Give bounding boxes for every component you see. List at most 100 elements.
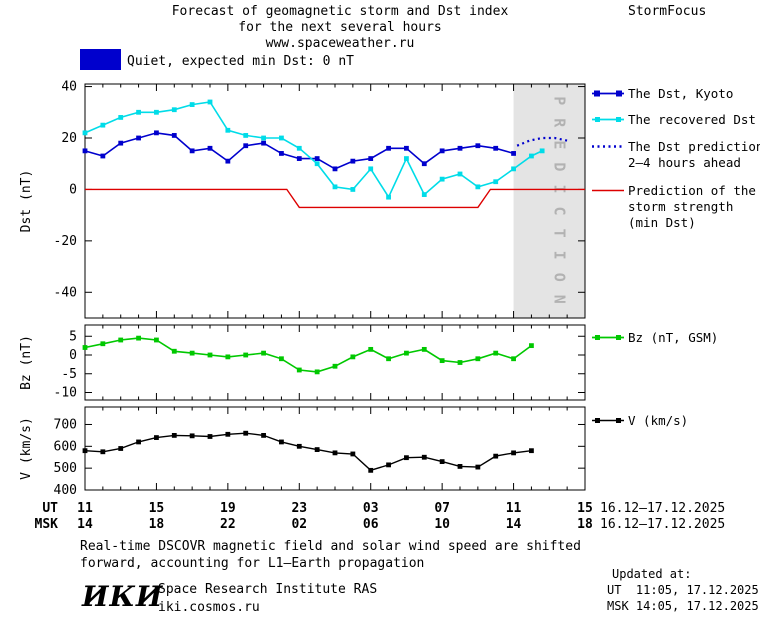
xtick-ut: 11 — [77, 501, 93, 516]
ut-date-range: 16.12–17.12.2025 — [600, 501, 725, 516]
marker-the-recovered-dst — [261, 135, 266, 141]
marker-bz-nt-gsm — [207, 352, 213, 358]
marker-v-km-s — [225, 431, 231, 437]
legend-storm-strength: Prediction of the storm strength (min Ds… — [592, 183, 760, 231]
marker-v-km-s — [296, 443, 302, 449]
legend-recovered-dst: The recovered Dst — [592, 112, 760, 128]
marker-v-km-s — [136, 439, 141, 445]
ytick-label: -40 — [54, 285, 77, 300]
marker-the-recovered-dst — [421, 192, 427, 197]
marker-v-km-s — [475, 464, 481, 470]
marker-the-recovered-dst — [314, 161, 320, 167]
legend-label-line: Prediction of the — [628, 183, 756, 198]
marker-the-recovered-dst — [118, 115, 124, 120]
marker-the-recovered-dst — [511, 166, 516, 172]
marker-bz-nt-gsm — [350, 354, 356, 360]
marker-the-recovered-dst — [100, 122, 106, 128]
xtick-msk: 14 — [506, 517, 522, 532]
marker-the-dst-kyoto — [82, 148, 88, 154]
panel-frame-1 — [84, 324, 586, 401]
iki-logo: ИКИ — [82, 580, 164, 613]
xtick-msk: 14 — [77, 517, 93, 532]
legend-label-line: storm strength — [628, 199, 734, 214]
ytick-label: 400 — [54, 483, 77, 498]
legend-label-line: (min Dst) — [628, 215, 696, 230]
propagation-note-line1: Real-time DSCOVR magnetic field and sola… — [80, 539, 581, 554]
marker-bz-nt-gsm — [82, 345, 88, 350]
marker-the-recovered-dst — [350, 187, 356, 192]
marker-the-recovered-dst — [189, 102, 195, 107]
marker-v-km-s — [511, 450, 516, 456]
marker-bz-nt-gsm — [386, 356, 391, 362]
xtick-msk: 06 — [363, 517, 379, 532]
marker-the-dst-kyoto — [261, 140, 266, 146]
marker-the-dst-kyoto — [404, 145, 409, 151]
marker-the-dst-kyoto — [493, 145, 499, 151]
marker-the-dst-kyoto — [314, 156, 320, 161]
ytick-label: -10 — [54, 386, 77, 401]
marker-the-dst-kyoto — [189, 148, 195, 154]
marker-bz-nt-gsm — [118, 337, 124, 343]
page-title-line1: Forecast of geomagnetic storm and Dst in… — [171, 4, 509, 19]
xtick-ut: 03 — [363, 501, 379, 516]
xtick-ut: 23 — [291, 501, 307, 516]
updated-ut: UT 11:05, 17.12.2025 — [607, 583, 759, 597]
marker-the-recovered-dst — [475, 184, 481, 190]
series-bz-nt-gsm — [84, 337, 532, 373]
series-the-dst-kyoto — [84, 132, 514, 170]
y-axis-label: Bz (nT) — [19, 335, 34, 390]
marker-the-recovered-dst — [457, 171, 463, 177]
marker-the-recovered-dst — [296, 145, 302, 151]
marker-the-recovered-dst — [136, 109, 141, 115]
series-prediction-of-the-storm-strength-min-dst — [85, 188, 585, 209]
propagation-note-line2: forward, accounting for L1–Earth propaga… — [80, 556, 425, 571]
ytick-label: 0 — [69, 348, 77, 363]
marker-v-km-s — [261, 432, 266, 438]
ytick-label: 0 — [69, 182, 77, 197]
bz-swatch-icon — [592, 335, 624, 340]
marker-the-recovered-dst — [243, 133, 249, 138]
v-swatch-icon — [592, 418, 624, 423]
ut-axis-label: UT — [42, 501, 58, 516]
marker-v-km-s — [421, 454, 427, 460]
page-title-url: www.spaceweather.ru — [265, 36, 415, 51]
xtick-msk: 18 — [577, 517, 593, 532]
marker-bz-nt-gsm — [439, 358, 445, 364]
marker-bz-nt-gsm — [136, 335, 141, 341]
marker-the-dst-kyoto — [332, 166, 338, 172]
panel-frame-2 — [84, 406, 586, 491]
marker-bz-nt-gsm — [261, 350, 266, 356]
marker-the-recovered-dst — [404, 156, 409, 161]
legend-label: The recovered Dst — [628, 112, 756, 127]
xtick-msk: 02 — [291, 517, 307, 532]
marker-the-recovered-dst — [171, 107, 177, 113]
quiet-status-label: Quiet, expected min Dst: 0 nT — [127, 54, 354, 69]
marker-bz-nt-gsm — [279, 356, 284, 362]
marker-the-dst-kyoto — [350, 158, 356, 164]
brand-stormfocus: StormFocus — [628, 4, 707, 19]
marker-the-dst-kyoto — [368, 156, 374, 161]
marker-bz-nt-gsm — [243, 352, 249, 358]
xtick-ut: 19 — [220, 501, 236, 516]
msk-date-range: 16.12–17.12.2025 — [600, 517, 725, 532]
marker-v-km-s — [82, 448, 88, 454]
xtick-ut: 07 — [434, 501, 450, 516]
marker-the-recovered-dst — [82, 130, 88, 136]
marker-v-km-s — [439, 459, 445, 465]
marker-v-km-s — [529, 448, 534, 454]
marker-bz-nt-gsm — [529, 343, 534, 349]
ytick-label: 5 — [69, 329, 77, 344]
msk-axis-label: MSK — [35, 517, 59, 532]
marker-v-km-s — [350, 451, 356, 457]
marker-the-recovered-dst — [225, 127, 231, 133]
ytick-label: 20 — [61, 131, 77, 146]
ytick-label: -5 — [61, 367, 77, 382]
marker-the-recovered-dst — [207, 99, 213, 105]
marker-the-dst-kyoto — [421, 161, 427, 167]
marker-v-km-s — [207, 434, 213, 439]
marker-v-km-s — [243, 430, 249, 436]
legend-dst-kyoto: The Dst, Kyoto — [592, 86, 760, 102]
ytick-label: 700 — [54, 417, 77, 432]
